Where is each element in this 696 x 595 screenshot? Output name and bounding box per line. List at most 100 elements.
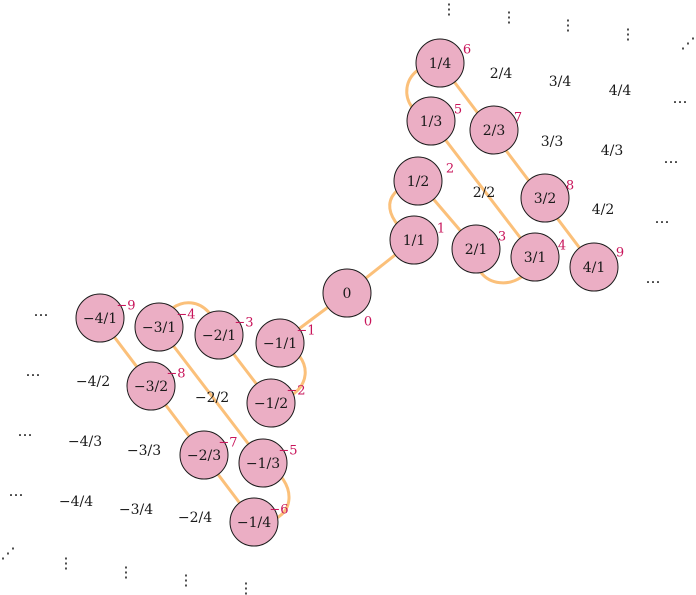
diagonal-ellipsis: ⋰ bbox=[681, 34, 696, 52]
node-circle bbox=[126, 361, 176, 411]
horizontal-ellipsis: … bbox=[34, 302, 49, 320]
node-index: −7 bbox=[218, 436, 237, 451]
node-index: 9 bbox=[616, 246, 624, 261]
horizontal-ellipsis: … bbox=[9, 482, 24, 500]
vertical-ellipsis: ⋮ bbox=[561, 16, 576, 34]
fraction-label: 2/4 bbox=[490, 66, 513, 82]
vertical-ellipsis: ⋮ bbox=[119, 563, 134, 581]
node-label: 4/1 bbox=[583, 260, 606, 276]
vertical-ellipsis: ⋮ bbox=[621, 25, 636, 43]
visited-nodes: 00 1/1 1 1/2 2 2/1 3 3/1 4 1/3 5 1/4 6 2/3 7 3/2 8 4/1 9 −1… bbox=[75, 38, 624, 547]
node-index: −1 bbox=[296, 324, 315, 339]
fraction-label: −3/3 bbox=[127, 443, 161, 459]
fraction-label: −3/4 bbox=[119, 502, 153, 518]
node-label: 1/3 bbox=[420, 114, 443, 130]
node-label: −1/4 bbox=[237, 515, 271, 531]
node-index: 7 bbox=[514, 111, 522, 126]
horizontal-ellipsis: … bbox=[655, 209, 670, 227]
node-label: −1/3 bbox=[246, 456, 280, 472]
node-index: 1 bbox=[437, 222, 445, 237]
node-circle bbox=[510, 232, 560, 282]
fraction-node: −1/3−5 bbox=[238, 438, 298, 488]
vertical-ellipsis: ⋮ bbox=[179, 571, 194, 589]
node-circle bbox=[393, 156, 443, 206]
fraction-node: 2/3 7 bbox=[469, 105, 522, 155]
path-segment bbox=[157, 325, 265, 465]
fraction-label: 3/3 bbox=[541, 134, 564, 150]
fraction-node: 1/1 1 bbox=[389, 215, 445, 265]
fraction-node: 3/1 4 bbox=[510, 232, 566, 282]
vertical-ellipsis: ⋮ bbox=[59, 554, 74, 572]
fraction-node: 2/1 3 bbox=[451, 224, 506, 274]
path-segment bbox=[429, 119, 537, 259]
fraction-label: −2/2 bbox=[195, 390, 229, 406]
node-index: 4 bbox=[558, 239, 566, 254]
node-circle bbox=[569, 242, 619, 292]
node-circle bbox=[255, 318, 305, 368]
diagonal-ellipsis: ⋰ bbox=[1, 544, 16, 562]
node-label: 2/1 bbox=[465, 242, 488, 258]
horizontal-ellipsis: … bbox=[18, 422, 33, 440]
node-label: −1/1 bbox=[263, 336, 297, 352]
node-label: 1/4 bbox=[429, 56, 452, 72]
node-circle bbox=[389, 215, 439, 265]
vertical-ellipsis: ⋮ bbox=[239, 579, 254, 595]
node-index: 8 bbox=[566, 179, 574, 194]
node-label: 3/1 bbox=[524, 250, 547, 266]
node-index: 0 bbox=[364, 315, 372, 330]
fraction-label: 4/2 bbox=[592, 202, 615, 218]
node-index: −3 bbox=[234, 316, 253, 331]
node-label: −3/1 bbox=[142, 320, 176, 336]
node-label: −2/1 bbox=[202, 328, 236, 344]
node-index: −6 bbox=[269, 503, 288, 518]
node-label: 1/1 bbox=[403, 233, 426, 249]
fraction-node: −4/1−9 bbox=[75, 293, 136, 343]
fraction-node: −1/1−1 bbox=[255, 318, 316, 368]
horizontal-ellipsis: … bbox=[664, 149, 679, 167]
node-label: 2/3 bbox=[483, 123, 506, 139]
fraction-node: −2/3−7 bbox=[179, 430, 238, 480]
node-label: 3/2 bbox=[534, 191, 557, 207]
node-index: −4 bbox=[176, 308, 195, 323]
vertical-ellipsis: ⋮ bbox=[442, 0, 457, 18]
fraction-node: 1/3 5 bbox=[406, 96, 462, 146]
node-label: −1/2 bbox=[254, 396, 288, 412]
node-circle bbox=[406, 96, 456, 146]
node-circle bbox=[229, 497, 279, 547]
unvisited-fractions: 2/4 3/4 4/4 3/3 4/3 2/2 4/2 −4/2 −2/2 −4/3 −3/3 −4/… bbox=[59, 66, 631, 526]
node-index: 6 bbox=[463, 43, 471, 58]
node-label: 1/2 bbox=[407, 174, 430, 190]
node-index: −5 bbox=[278, 444, 297, 459]
fraction-label: −4/2 bbox=[76, 374, 110, 390]
path-segment bbox=[98, 316, 256, 524]
fraction-node: 00 bbox=[322, 268, 372, 330]
node-circle bbox=[520, 173, 570, 223]
fraction-node: −1/2−2 bbox=[246, 378, 306, 428]
fraction-node: −3/1−4 bbox=[134, 302, 196, 352]
node-circle bbox=[134, 302, 184, 352]
node-circle bbox=[246, 378, 296, 428]
node-index: −9 bbox=[116, 299, 135, 314]
node-index: 3 bbox=[498, 230, 506, 245]
node-circle bbox=[75, 293, 125, 343]
node-index: −2 bbox=[286, 384, 305, 399]
path-segment bbox=[438, 61, 596, 269]
node-circle bbox=[415, 38, 465, 88]
horizontal-ellipsis: … bbox=[26, 362, 41, 380]
node-index: 2 bbox=[446, 162, 454, 177]
fraction-label: 3/4 bbox=[549, 74, 572, 90]
horizontal-ellipsis: … bbox=[673, 89, 688, 107]
node-index: 5 bbox=[454, 103, 462, 118]
node-label: −2/3 bbox=[187, 448, 221, 464]
fraction-node: −1/4−6 bbox=[229, 497, 289, 547]
fraction-label: 4/3 bbox=[601, 143, 624, 159]
node-label: −3/2 bbox=[134, 379, 168, 395]
node-circle bbox=[179, 430, 229, 480]
fraction-node: 4/1 9 bbox=[569, 242, 624, 292]
horizontal-ellipsis: … bbox=[646, 269, 661, 287]
fraction-node: 1/4 6 bbox=[415, 38, 471, 88]
node-index: −8 bbox=[166, 367, 185, 382]
fraction-node: 3/2 8 bbox=[520, 173, 574, 223]
